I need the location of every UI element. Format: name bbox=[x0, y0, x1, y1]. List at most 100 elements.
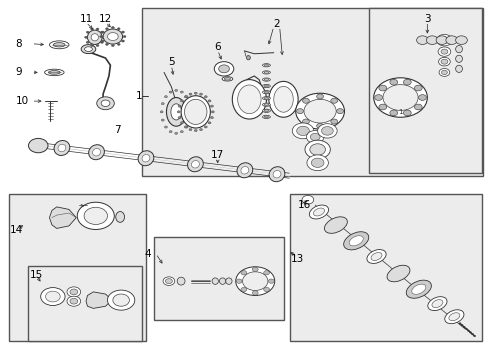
Circle shape bbox=[441, 70, 447, 75]
Ellipse shape bbox=[81, 45, 96, 54]
Circle shape bbox=[204, 126, 207, 128]
Ellipse shape bbox=[237, 163, 252, 178]
Circle shape bbox=[302, 119, 309, 124]
Text: 7: 7 bbox=[114, 125, 121, 135]
Circle shape bbox=[382, 85, 417, 111]
Circle shape bbox=[90, 28, 93, 30]
Circle shape bbox=[252, 291, 258, 295]
Bar bbox=[142, 8, 483, 176]
Circle shape bbox=[111, 27, 114, 29]
Ellipse shape bbox=[455, 55, 462, 62]
Circle shape bbox=[455, 36, 467, 44]
Circle shape bbox=[96, 28, 99, 30]
Text: 3: 3 bbox=[423, 14, 430, 24]
Text: 1: 1 bbox=[397, 109, 402, 115]
Circle shape bbox=[189, 111, 192, 113]
Ellipse shape bbox=[272, 170, 281, 178]
Circle shape bbox=[467, 330, 468, 331]
Circle shape bbox=[378, 85, 386, 91]
Circle shape bbox=[178, 105, 181, 107]
Circle shape bbox=[389, 79, 397, 85]
Ellipse shape bbox=[264, 91, 268, 93]
Circle shape bbox=[460, 324, 462, 326]
Circle shape bbox=[210, 117, 213, 119]
Ellipse shape bbox=[264, 110, 268, 112]
Ellipse shape bbox=[264, 79, 268, 81]
Ellipse shape bbox=[92, 148, 100, 156]
Text: 1: 1 bbox=[135, 91, 142, 101]
Circle shape bbox=[235, 267, 274, 296]
Text: 8: 8 bbox=[15, 39, 22, 49]
Circle shape bbox=[214, 62, 233, 76]
Ellipse shape bbox=[48, 71, 60, 74]
Circle shape bbox=[161, 103, 164, 105]
Circle shape bbox=[199, 93, 202, 95]
Circle shape bbox=[413, 85, 421, 91]
Ellipse shape bbox=[222, 77, 232, 81]
Circle shape bbox=[437, 47, 450, 56]
Circle shape bbox=[194, 92, 197, 94]
Ellipse shape bbox=[138, 151, 154, 166]
Circle shape bbox=[45, 291, 60, 302]
Bar bbox=[9, 194, 146, 341]
Ellipse shape bbox=[53, 42, 65, 47]
Circle shape bbox=[67, 287, 81, 297]
Circle shape bbox=[305, 140, 330, 159]
Ellipse shape bbox=[87, 30, 102, 44]
Circle shape bbox=[77, 202, 114, 229]
Ellipse shape bbox=[455, 65, 462, 72]
Circle shape bbox=[160, 111, 163, 113]
Bar bbox=[27, 266, 142, 341]
Circle shape bbox=[413, 104, 421, 110]
Ellipse shape bbox=[406, 280, 430, 298]
Circle shape bbox=[389, 110, 397, 116]
Ellipse shape bbox=[187, 157, 203, 172]
Polygon shape bbox=[86, 292, 112, 309]
Circle shape bbox=[105, 43, 108, 45]
Circle shape bbox=[169, 131, 172, 133]
Text: 14: 14 bbox=[9, 225, 22, 235]
Ellipse shape bbox=[84, 47, 92, 51]
Circle shape bbox=[316, 123, 323, 129]
Circle shape bbox=[435, 36, 447, 44]
Ellipse shape bbox=[142, 154, 150, 162]
Circle shape bbox=[84, 207, 107, 225]
Circle shape bbox=[378, 104, 386, 110]
Circle shape bbox=[458, 323, 460, 324]
Circle shape bbox=[241, 271, 246, 275]
Circle shape bbox=[165, 279, 172, 284]
Circle shape bbox=[102, 36, 105, 39]
Circle shape bbox=[252, 267, 258, 271]
Circle shape bbox=[336, 109, 343, 114]
Circle shape bbox=[241, 287, 246, 292]
Ellipse shape bbox=[313, 208, 324, 216]
Ellipse shape bbox=[427, 297, 446, 311]
Ellipse shape bbox=[116, 212, 124, 222]
Ellipse shape bbox=[262, 115, 270, 118]
Circle shape bbox=[123, 36, 126, 38]
Ellipse shape bbox=[264, 104, 268, 105]
Circle shape bbox=[86, 41, 89, 44]
Circle shape bbox=[263, 287, 269, 292]
Ellipse shape bbox=[264, 72, 268, 73]
Text: 5: 5 bbox=[168, 57, 174, 67]
Ellipse shape bbox=[448, 313, 459, 321]
Circle shape bbox=[113, 294, 129, 306]
Ellipse shape bbox=[262, 109, 270, 112]
Circle shape bbox=[208, 100, 211, 102]
Ellipse shape bbox=[225, 278, 232, 284]
Circle shape bbox=[218, 65, 229, 73]
Ellipse shape bbox=[237, 85, 261, 114]
Circle shape bbox=[177, 111, 180, 113]
Circle shape bbox=[184, 96, 187, 98]
Circle shape bbox=[184, 126, 187, 128]
Bar bbox=[368, 8, 481, 173]
Circle shape bbox=[208, 122, 211, 124]
Ellipse shape bbox=[348, 236, 363, 246]
Circle shape bbox=[317, 124, 336, 138]
Ellipse shape bbox=[107, 33, 118, 41]
Circle shape bbox=[169, 91, 172, 93]
Ellipse shape bbox=[219, 278, 225, 284]
Circle shape bbox=[174, 132, 177, 134]
Circle shape bbox=[180, 122, 183, 124]
